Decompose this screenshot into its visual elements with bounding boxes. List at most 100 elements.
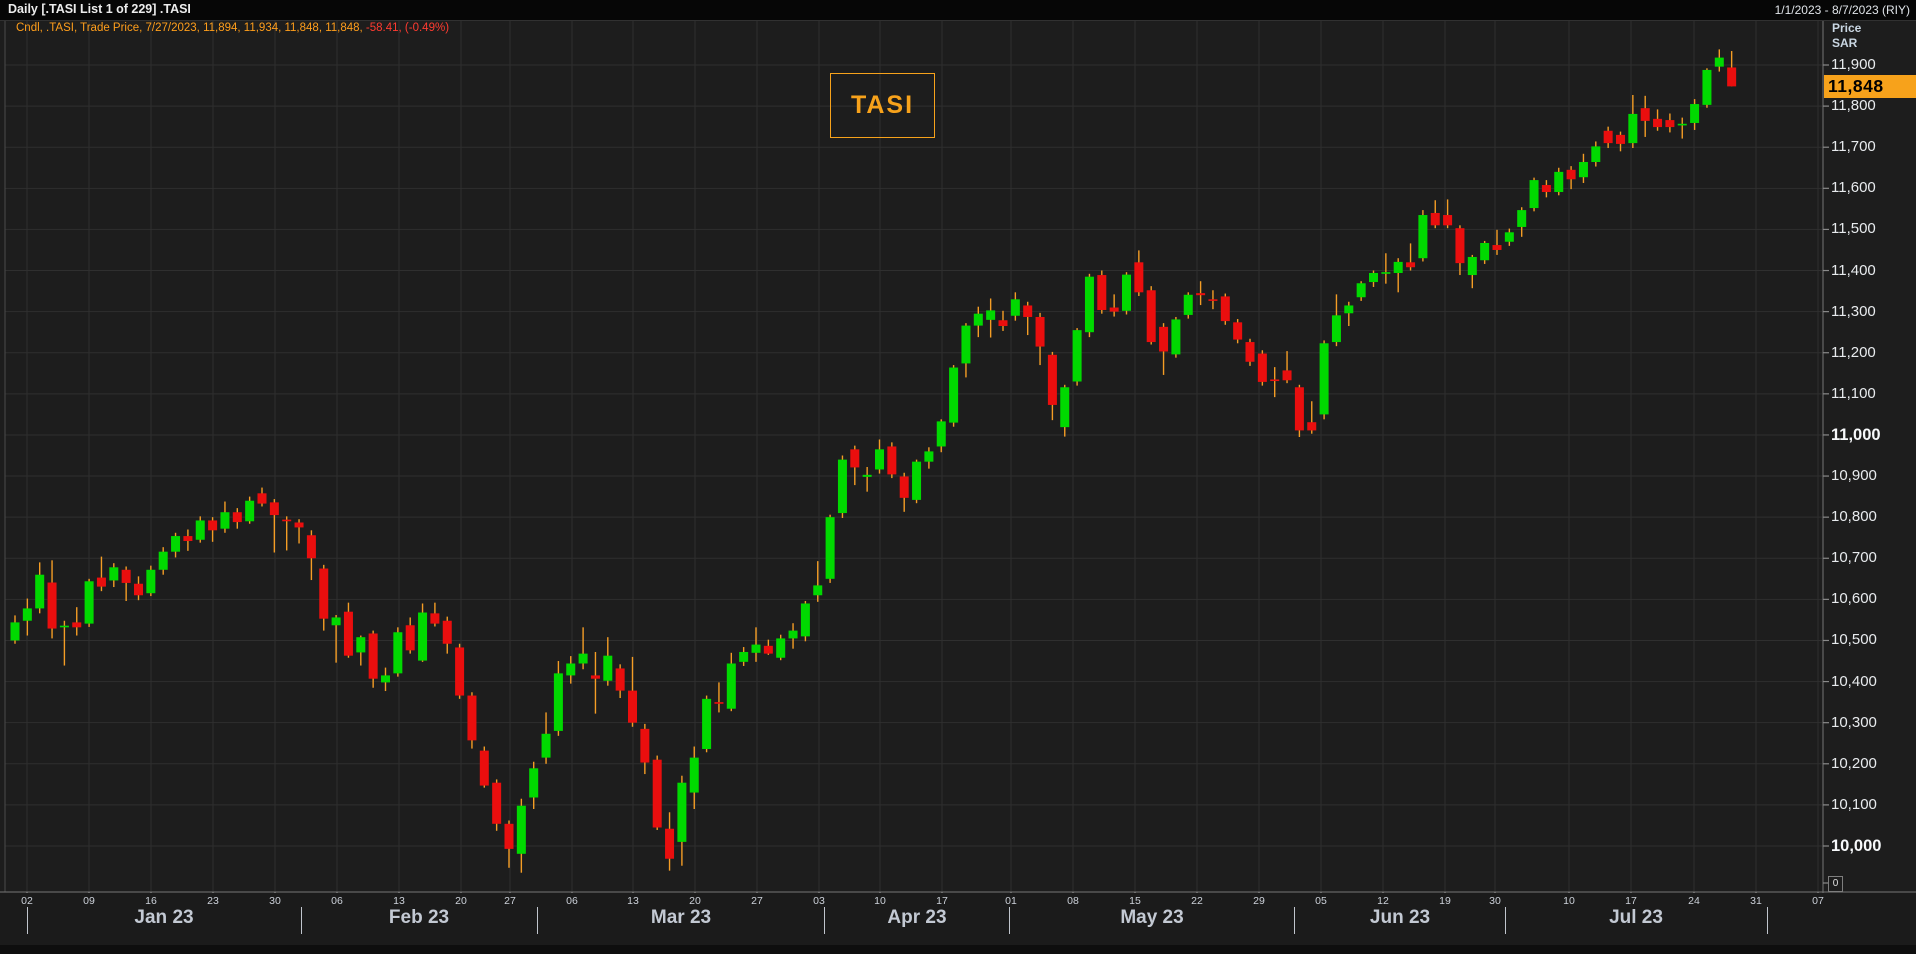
month-label: Jan 23: [134, 907, 194, 928]
candle-body-down: [1245, 342, 1255, 362]
candle-body-down: [96, 577, 106, 587]
candle-body-up: [541, 733, 551, 758]
price-axis-label: 10,000: [1831, 837, 1882, 855]
candle-body-down: [121, 569, 131, 583]
candle-body-up: [936, 421, 946, 447]
candle-body-up: [1319, 343, 1329, 415]
candle-body-down: [1208, 299, 1218, 301]
instrument-label-box[interactable]: TASI: [830, 73, 935, 138]
candle-body-up: [1690, 104, 1700, 123]
month-divider: [537, 907, 538, 934]
candle-body-down: [640, 728, 650, 763]
instrument-label: TASI: [850, 91, 915, 119]
candle-body-down: [850, 449, 860, 468]
candle-body-up: [986, 310, 996, 320]
price-axis-label: 11,100: [1831, 384, 1876, 402]
candle-body-down: [257, 493, 267, 504]
date-axis-band[interactable]: 02 09 16 23 30 06 13 20 27 06 13 20 27 03 10 17 01 08 15 22…: [0, 893, 1916, 945]
candle-body-down: [1307, 422, 1317, 431]
legend-change-text: -58.41, (-0.49%): [362, 22, 450, 34]
last-price-badge: 11,848: [1824, 75, 1916, 98]
month-divider: [1009, 907, 1010, 934]
month-label: Apr 23: [887, 907, 947, 928]
price-axis-label: 11,700: [1831, 138, 1876, 156]
candle-body-up: [1504, 232, 1514, 242]
price-axis-label: 11,900: [1831, 56, 1876, 73]
date-tick-label: 13: [627, 895, 639, 907]
chart-title-bar: Daily [.TASI List 1 of 229] .TASI 1/1/20…: [0, 0, 1916, 21]
candle-body-up: [1517, 210, 1527, 227]
candle-body-up: [1529, 180, 1539, 209]
candle-body-up: [10, 622, 20, 641]
date-tick-label: 08: [1067, 895, 1079, 907]
month-divider: [1294, 907, 1295, 934]
candle-body-down: [430, 613, 440, 624]
date-tick-label: 17: [1625, 895, 1637, 907]
candle-body-up: [1480, 242, 1490, 261]
month-label: Jul 23: [1609, 907, 1663, 928]
price-axis-label: 11,200: [1831, 343, 1876, 361]
date-tick-label: 06: [331, 895, 343, 907]
candle-body-down: [1727, 67, 1737, 87]
month-divider: [301, 907, 302, 934]
candle-body-up: [689, 757, 699, 793]
date-tick-label: 19: [1439, 895, 1451, 907]
candle-body-up: [813, 585, 823, 596]
candle-body-down: [1541, 185, 1551, 193]
candle-body-up: [1381, 272, 1391, 274]
month-divider: [1767, 907, 1768, 934]
price-axis-label: 11,300: [1831, 302, 1876, 320]
candle-body-down: [134, 583, 143, 596]
candle-body-up: [171, 536, 181, 552]
candle-body-down: [282, 519, 292, 522]
candle-body-down: [1430, 212, 1440, 226]
candle-body-up: [825, 517, 835, 579]
date-tick-label: 03: [813, 895, 825, 907]
candle-body-down: [899, 476, 909, 498]
date-tick-label: 30: [269, 895, 281, 907]
candle-body-down: [652, 759, 662, 828]
candle-body-up: [1591, 146, 1601, 163]
candle-body-up: [1628, 113, 1638, 144]
candle-body-up: [158, 551, 168, 570]
date-tick-label: 09: [83, 895, 95, 907]
candle-body-up: [245, 500, 255, 522]
candle-body-up: [393, 632, 403, 674]
candle-body-up: [381, 675, 390, 683]
price-axis-label: 11,600: [1831, 179, 1876, 197]
candle-body-down: [998, 320, 1008, 327]
price-axis-label: 10,200: [1831, 754, 1877, 772]
candle-body-down: [183, 536, 193, 541]
series-legend[interactable]: Cndl, .TASI, Trade Price, 7/27/2023, 11,…: [16, 22, 449, 34]
candle-body-up: [566, 663, 576, 676]
candle-body-down: [1566, 169, 1576, 180]
price-axis-label: 10,800: [1831, 508, 1877, 526]
candle-body-down: [590, 675, 600, 679]
candle-body-up: [516, 805, 526, 854]
candle-body-down: [1294, 387, 1304, 431]
date-tick-label: 20: [689, 895, 701, 907]
month-label: Mar 23: [650, 907, 712, 928]
candle-body-down: [615, 668, 625, 691]
date-tick-label: 24: [1688, 895, 1700, 907]
date-tick-label: 23: [207, 895, 219, 907]
candle-body-down: [1257, 353, 1267, 382]
candle-body-down: [1023, 305, 1033, 317]
candle-body-up: [1369, 272, 1378, 283]
candle-body-down: [1134, 262, 1144, 293]
candle-body-up: [776, 638, 786, 658]
candle-body-up: [1677, 123, 1687, 126]
date-tick-label: 29: [1253, 895, 1265, 907]
candle-body-up: [788, 630, 798, 639]
month-label: Feb 23: [388, 907, 450, 928]
date-tick-label: 01: [1005, 895, 1017, 907]
candle-body-up: [578, 653, 588, 664]
date-tick-label: 13: [393, 895, 405, 907]
candle-body-down: [47, 582, 57, 629]
candle-body-up: [220, 512, 230, 529]
candle-body-down: [1443, 215, 1453, 226]
candle-body-up: [331, 617, 341, 626]
price-axis-label: 10,300: [1831, 713, 1877, 731]
